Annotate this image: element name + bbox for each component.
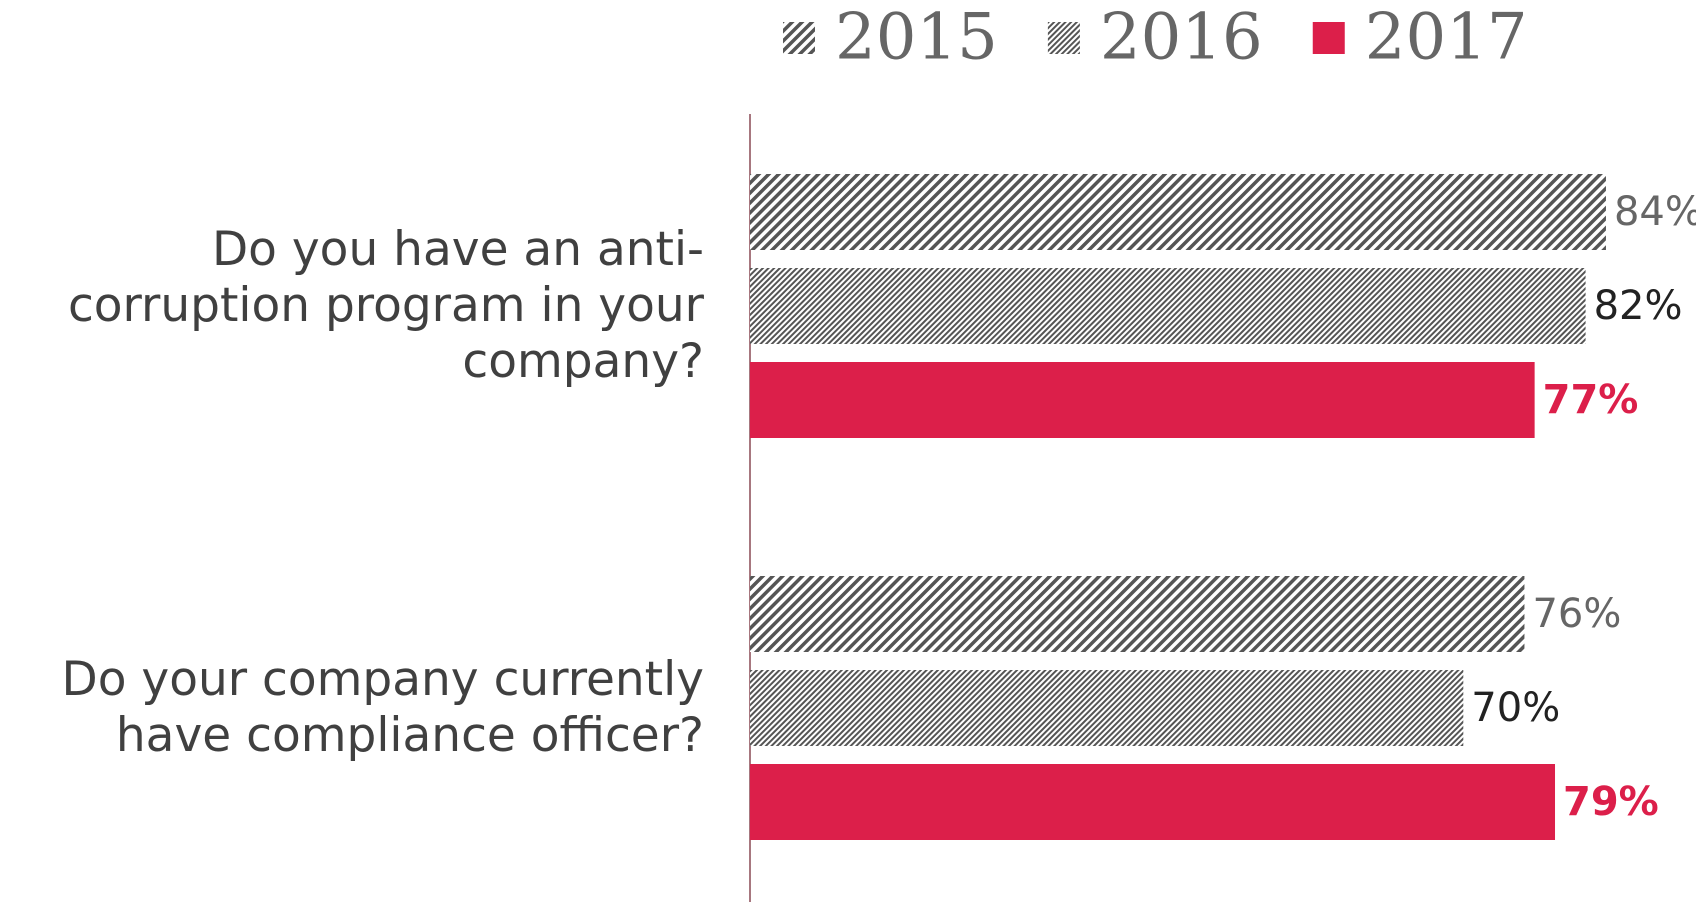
- bar: [750, 670, 1464, 746]
- bar: [750, 576, 1525, 652]
- legend-label: 2016: [1100, 1, 1263, 75]
- bar: [750, 174, 1606, 250]
- value-label: 77%: [1543, 377, 1639, 423]
- bar: [750, 764, 1556, 840]
- value-label: 79%: [1563, 779, 1659, 825]
- legend-swatch: [1312, 22, 1345, 54]
- category-label: Do you have an anti-corruption program i…: [67, 222, 704, 389]
- value-label: 84%: [1614, 189, 1696, 235]
- legend-label: 2017: [1365, 1, 1528, 75]
- bar: [750, 268, 1586, 344]
- value-label: 70%: [1471, 685, 1560, 731]
- bar: [750, 362, 1535, 438]
- value-label: 82%: [1594, 283, 1683, 329]
- legend-label: 2015: [835, 1, 998, 75]
- legend-swatch: [1047, 22, 1080, 54]
- category-label: Do your company currently have complianc…: [61, 652, 705, 763]
- legend-swatch: [783, 22, 815, 54]
- value-label: 76%: [1532, 591, 1621, 637]
